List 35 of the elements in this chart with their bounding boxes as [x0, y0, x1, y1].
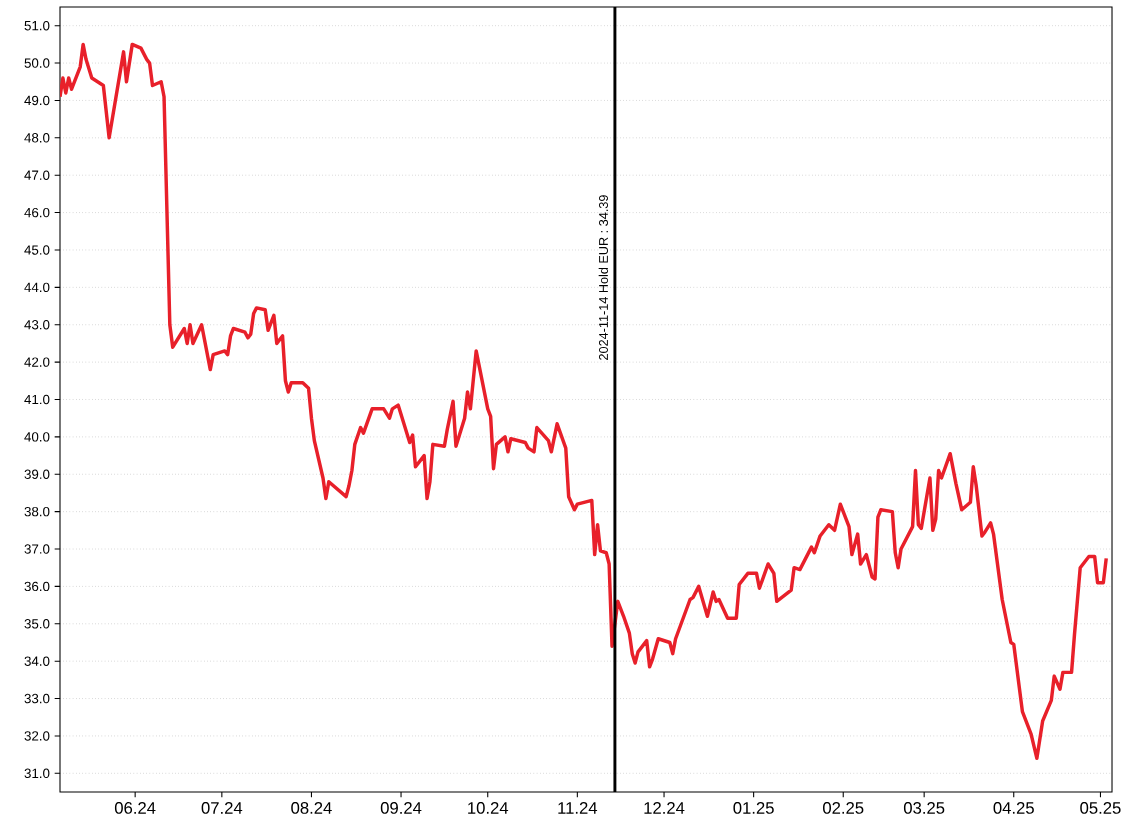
x-tick-label: 05.25	[1080, 802, 1121, 814]
x-tick-label: 09.24	[380, 802, 422, 814]
y-tick-label: 36.0	[24, 581, 50, 592]
y-tick-label: 39.0	[24, 469, 50, 479]
x-tick-label: 03.25	[903, 802, 945, 814]
x-tick-label: 10.24	[468, 802, 509, 814]
y-tick-label: 48.0	[24, 133, 50, 143]
y-tick-label: 50.0	[24, 58, 50, 68]
y-tick-label: 35.0	[24, 619, 50, 629]
y-tick-label: 43.0	[24, 320, 50, 330]
y-tick-label: 31.0	[24, 768, 50, 779]
x-tick-label: 06.24	[114, 802, 156, 814]
y-tick-label: 47.0	[24, 170, 50, 180]
y-tick-label: 40.0	[24, 432, 50, 442]
y-tick-label: 42.0	[24, 357, 50, 367]
x-tick-label: 04.25	[993, 802, 1034, 814]
ref-line-label: 2024-11-14 Hold EUR : 34.39	[598, 195, 608, 360]
y-tick-label: 46.0	[24, 207, 50, 218]
x-tick-label: 01.25	[733, 802, 774, 814]
x-tick-label: 12.24	[644, 802, 685, 814]
x-tick-label: 11.24	[558, 802, 598, 814]
y-tick-label: 38.0	[24, 506, 50, 517]
y-tick-label: 41.0	[24, 394, 50, 405]
line-series	[60, 42, 1108, 761]
x-tick-label: 08.24	[291, 802, 332, 814]
y-tick-label: 49.0	[24, 95, 50, 106]
x-tick-label: 02.25	[823, 802, 864, 814]
y-tick-label: 32.0	[24, 731, 50, 741]
x-tick-label: 07.24	[201, 802, 243, 814]
y-tick-label: 33.0	[24, 693, 50, 704]
y-tick-label: 44.0	[24, 282, 50, 293]
y-tick-label: 37.0	[24, 544, 50, 554]
y-tick-label: 45.0	[24, 245, 50, 255]
y-tick-label: 34.0	[24, 656, 50, 666]
y-tick-label: 51.0	[24, 20, 50, 31]
